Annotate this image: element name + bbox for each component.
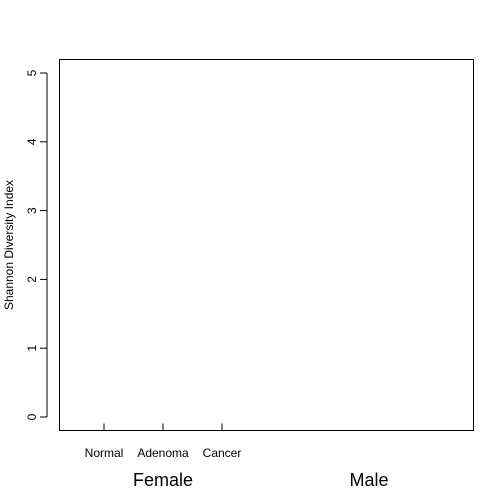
x-tick-label-cancer: Cancer: [203, 446, 242, 460]
x-tick-label-normal: Normal: [85, 446, 124, 460]
group-label-male: Male: [349, 470, 388, 490]
x-axis: Normal Adenoma Cancer: [85, 423, 242, 460]
y-tick-label-0: 0: [25, 413, 39, 420]
y-tick-label-3: 3: [25, 207, 39, 214]
y-tick-label-1: 1: [25, 345, 39, 352]
x-tick-label-adenoma: Adenoma: [137, 446, 189, 460]
group-label-female: Female: [133, 470, 193, 490]
y-tick-label-2: 2: [25, 276, 39, 283]
plot-frame: [59, 59, 474, 431]
group-labels: Female Male: [133, 470, 389, 490]
y-axis-title: Shannon Diversity Index: [2, 180, 16, 310]
y-tick-label-4: 4: [25, 138, 39, 145]
y-tick-label-5: 5: [25, 69, 39, 76]
y-axis: 0 1 2 3 4 5: [25, 69, 48, 420]
